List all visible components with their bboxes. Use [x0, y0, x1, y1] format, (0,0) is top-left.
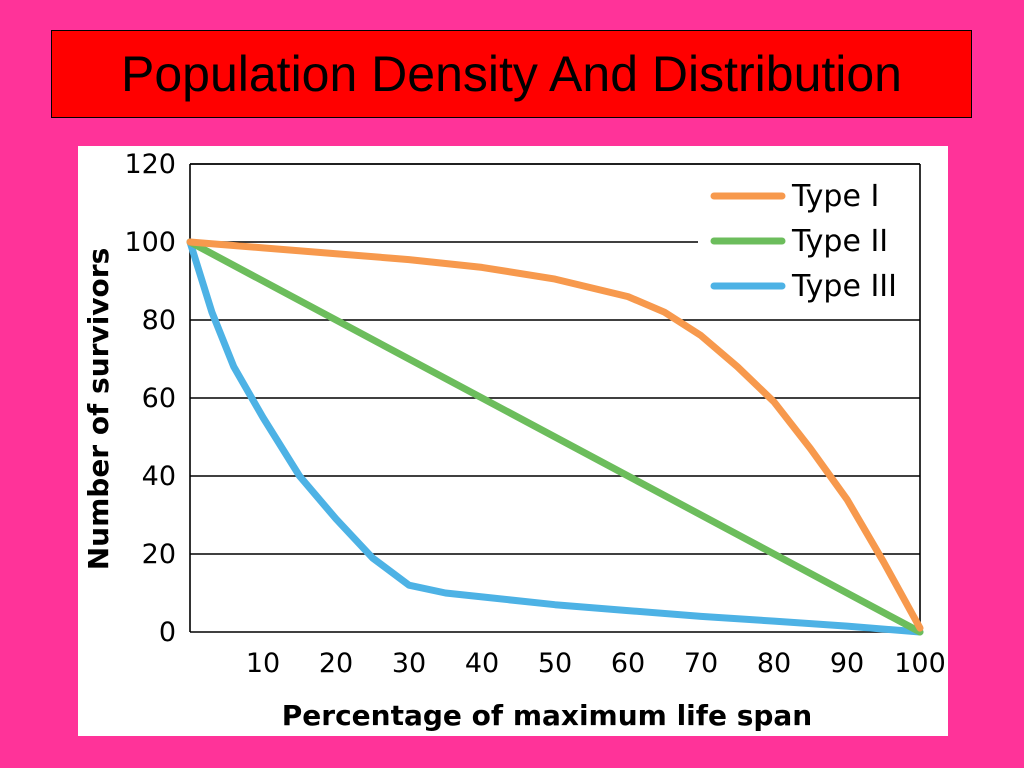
legend-label: Type III: [791, 269, 897, 304]
x-tick-label: 40: [465, 648, 499, 679]
x-tick-label: 80: [757, 648, 791, 679]
slide-title: Population Density And Distribution: [120, 46, 902, 102]
x-tick-label: 10: [246, 648, 280, 679]
x-tick-label: 100: [894, 648, 946, 679]
title-box: Population Density And Distribution: [51, 30, 972, 118]
y-axis-label: Number of survivors: [82, 248, 115, 571]
x-tick-label: 50: [538, 648, 572, 679]
grid-layer: [190, 163, 920, 555]
legend-label: Type II: [791, 224, 888, 259]
series-line-type-i: [186, 238, 924, 632]
y-tick-label: 120: [124, 149, 176, 180]
x-axis-label: Percentage of maximum life span: [282, 699, 812, 732]
series-line-type-ii: [186, 238, 924, 636]
x-tick-label: 30: [392, 648, 426, 679]
series-layer: [186, 238, 924, 636]
x-tick-label: 60: [611, 648, 645, 679]
legend-layer: Type I Type II Type III: [710, 179, 897, 304]
y-tick-label: 100: [124, 227, 176, 258]
x-tick-label: 90: [830, 648, 864, 679]
y-tick-label: 60: [142, 383, 176, 414]
survivorship-chart: 0 20 40 60 80 100 120 10 20 30 40 50 60 70 80 90 100 Typ…: [82, 149, 946, 732]
x-tick-label: 70: [684, 648, 718, 679]
tick-layer: 0 20 40 60 80 100 120 10 20 30 40 50 60 70 80 90 100: [124, 149, 945, 679]
series-line-type-iii: [186, 238, 924, 636]
x-tick-label: 20: [319, 648, 353, 679]
y-tick-label: 0: [159, 617, 176, 648]
chart-panel: 0 20 40 60 80 100 120 10 20 30 40 50 60 70 80 90 100 Typ…: [78, 146, 948, 736]
y-tick-label: 20: [142, 539, 176, 570]
legend-label: Type I: [791, 179, 879, 214]
y-tick-label: 80: [142, 305, 176, 336]
y-tick-label: 40: [142, 461, 176, 492]
